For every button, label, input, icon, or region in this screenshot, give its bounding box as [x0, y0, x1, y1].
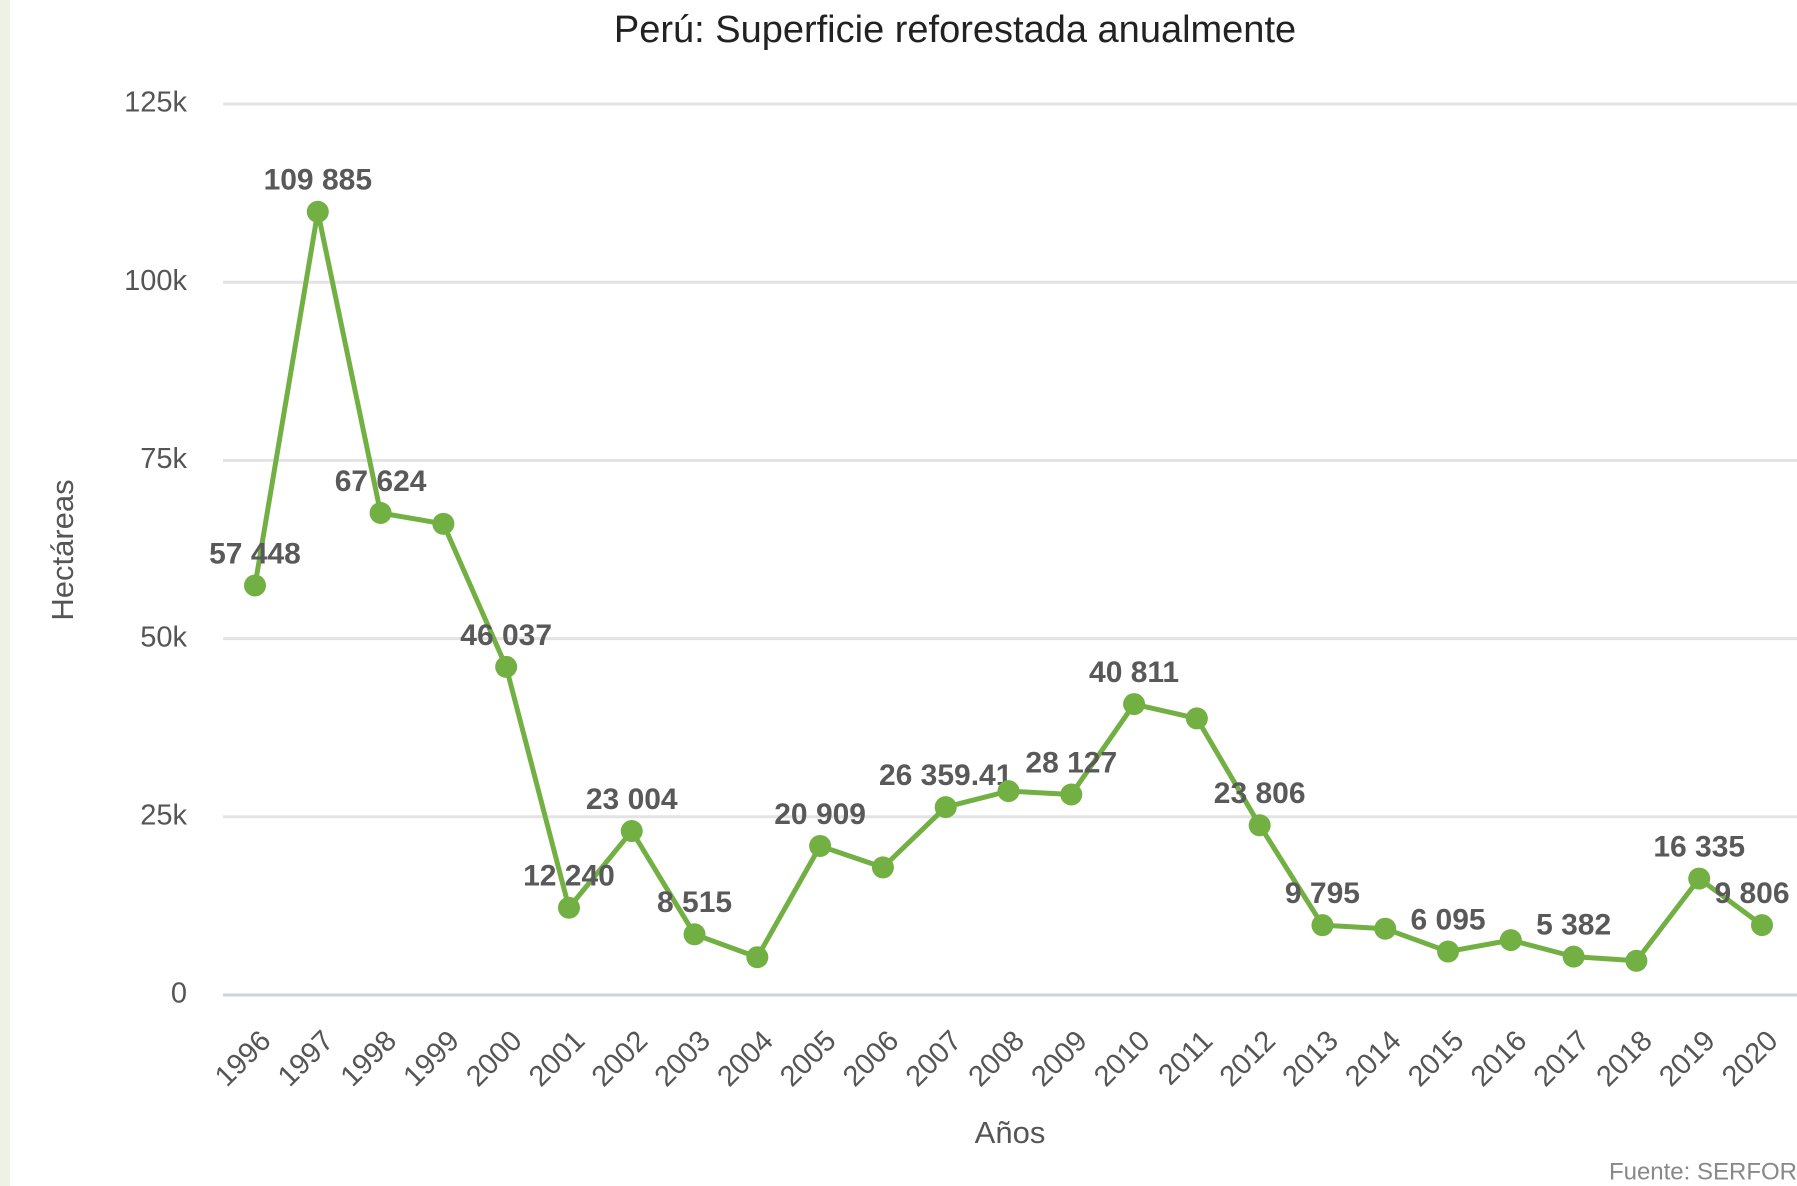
x-tick-label: 2015 [1402, 1025, 1470, 1093]
chart: Perú: Superficie reforestada anualmente … [10, 0, 1797, 1186]
point [620, 820, 643, 843]
point [306, 200, 329, 223]
point [997, 780, 1020, 803]
x-tick-label: 2017 [1528, 1025, 1596, 1093]
x-tick-label: 2010 [1088, 1025, 1156, 1093]
data-label: 5 382 [1536, 909, 1611, 942]
point [809, 834, 832, 857]
x-tick-label: 2006 [837, 1025, 905, 1093]
x-tick-label: 1998 [335, 1025, 403, 1093]
point [557, 896, 580, 919]
point [244, 574, 266, 597]
x-tick-label: 2012 [1214, 1025, 1282, 1093]
data-label: 40 811 [1089, 656, 1179, 689]
y-tick-label: 0 [171, 978, 187, 1010]
data-label: 16 335 [1653, 830, 1745, 863]
point [1437, 940, 1460, 963]
point [1311, 914, 1334, 937]
x-tick-label: 2014 [1339, 1025, 1407, 1093]
x-tick-label: 2007 [900, 1025, 968, 1093]
point [1374, 917, 1397, 940]
x-tick-label: 1997 [272, 1025, 340, 1093]
data-label: 67 624 [335, 465, 427, 498]
y-tick-label: 25k [140, 799, 187, 831]
point [1688, 867, 1711, 890]
x-tick-label: 2016 [1465, 1025, 1533, 1093]
point [432, 512, 455, 535]
point [1499, 929, 1522, 952]
x-tick-label: 1996 [209, 1025, 277, 1093]
y-tick-label: 125k [124, 87, 187, 119]
x-tick-label: 2005 [774, 1025, 842, 1093]
x-tick-label: 2008 [963, 1025, 1031, 1093]
x-tick-label: 2018 [1591, 1025, 1659, 1093]
data-label: 26 359.41 [879, 759, 1012, 792]
data-label: 109 885 [264, 164, 372, 197]
point [1060, 783, 1083, 806]
point [1562, 945, 1585, 968]
data-label: 9 806 [1714, 877, 1789, 910]
x-tick-label: 2011 [1153, 1025, 1220, 1092]
line [252, 209, 1764, 964]
x-tick-label: 2003 [649, 1025, 717, 1093]
x-tick-label: 2001 [523, 1025, 591, 1093]
point [1248, 814, 1271, 837]
data-label: 8 515 [657, 886, 732, 919]
data-label: 57 448 [209, 537, 301, 570]
data-label: 12 240 [523, 860, 615, 893]
y-tick-label: 100k [124, 265, 187, 297]
x-axis-label: Años [975, 1115, 1046, 1150]
y-tick-label: 50k [140, 621, 187, 653]
data-label: 23 806 [1214, 777, 1306, 810]
data-label: 6 095 [1411, 903, 1486, 936]
point [683, 923, 706, 946]
x-tick-label: 2004 [711, 1025, 779, 1093]
x-tick-label: 2000 [460, 1025, 528, 1093]
point [1123, 693, 1146, 716]
point [1625, 949, 1648, 972]
y-tick-label: 75k [140, 443, 187, 475]
data-label: 9 795 [1285, 877, 1360, 910]
data-label: 23 004 [586, 783, 678, 816]
x-tick-label: 1999 [397, 1025, 465, 1093]
x-tick-label: 2009 [1025, 1025, 1093, 1093]
x-tick-label: 2002 [586, 1025, 654, 1093]
point [871, 856, 894, 879]
y-axis-label: Hectáreas [45, 479, 80, 620]
point [746, 946, 769, 969]
chart-title: Perú: Superficie reforestada anualmente [614, 9, 1296, 51]
point [1751, 914, 1773, 937]
point [369, 501, 392, 524]
point [495, 655, 518, 678]
data-label: 28 127 [1025, 746, 1117, 779]
x-tick-label: 2020 [1716, 1025, 1784, 1093]
data-label: 46 037 [460, 619, 552, 652]
x-tick-label: 2013 [1277, 1025, 1345, 1093]
point [1185, 707, 1208, 730]
point [934, 796, 957, 819]
source: Fuente: SERFOR [1609, 1158, 1797, 1185]
data-label: 20 909 [774, 798, 866, 831]
x-tick-label: 2019 [1653, 1025, 1721, 1093]
